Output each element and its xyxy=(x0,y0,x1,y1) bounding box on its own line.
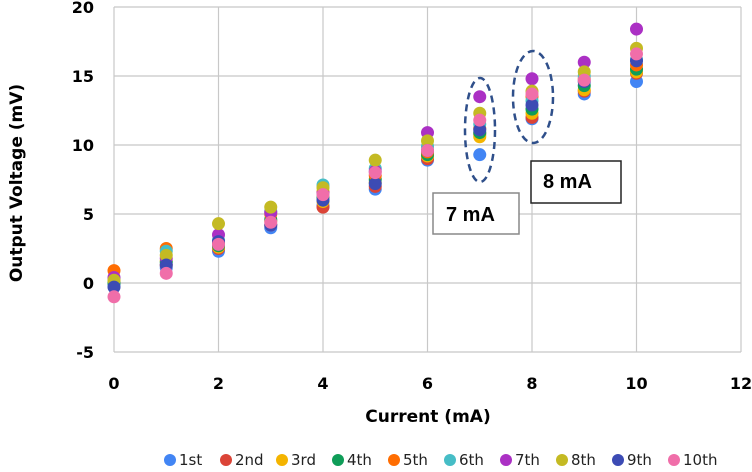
legend-marker xyxy=(276,454,288,466)
x-axis-title: Current (mA) xyxy=(365,407,490,427)
data-point xyxy=(368,177,382,191)
legend-marker xyxy=(500,454,512,466)
legend-item: 3rd xyxy=(276,451,316,469)
data-point xyxy=(473,123,487,137)
y-tick-label: 0 xyxy=(83,274,94,293)
data-point xyxy=(212,237,225,251)
legend-marker xyxy=(164,454,176,466)
data-point xyxy=(630,47,643,61)
legend-marker xyxy=(556,454,568,466)
y-axis-title: Output Voltage (mV) xyxy=(7,84,27,282)
legend-label: 10th xyxy=(683,451,717,469)
legend-item: 6th xyxy=(444,451,484,469)
data-point xyxy=(368,166,382,180)
data-point xyxy=(212,217,225,231)
annotation-box-8ma xyxy=(530,160,622,204)
legend-marker xyxy=(220,454,232,466)
legend-marker xyxy=(612,454,624,466)
legend-item: 10th xyxy=(668,451,717,469)
legend-marker xyxy=(668,454,680,466)
legend-item: 2nd xyxy=(220,451,264,469)
legend-item: 5th xyxy=(388,451,428,469)
annotation-box-7ma xyxy=(432,192,520,235)
data-point xyxy=(264,215,278,229)
series-10th xyxy=(107,47,643,304)
legend-marker xyxy=(444,454,456,466)
x-tick-label: 0 xyxy=(108,374,119,393)
data-point xyxy=(577,73,591,87)
data-point xyxy=(473,148,487,162)
legend-label: 8th xyxy=(571,451,596,469)
legend-label: 7th xyxy=(515,451,540,469)
legend-label: 5th xyxy=(403,451,428,469)
legend-item: 4th xyxy=(332,451,372,469)
legend-item: 9th xyxy=(612,451,652,469)
data-points xyxy=(107,22,643,304)
y-tick-label: 20 xyxy=(72,0,94,17)
legend-label: 2nd xyxy=(235,451,264,469)
legend-label: 4th xyxy=(347,451,372,469)
x-tick-label: 12 xyxy=(730,374,752,393)
legend-item: 7th xyxy=(500,451,540,469)
data-point xyxy=(525,98,539,112)
annotation-label-8ma: 8 mA xyxy=(543,171,592,193)
data-point xyxy=(159,266,173,280)
annotation-ellipse-7ma xyxy=(463,76,497,184)
legend-marker xyxy=(388,454,400,466)
data-point xyxy=(316,188,330,202)
series-7th xyxy=(107,22,643,284)
legend-item: 1st xyxy=(164,451,202,469)
legend: 1st 2nd 3rd 4th 5th 6th 7th 8th 9th 10th xyxy=(164,451,717,469)
legend-label: 9th xyxy=(627,451,652,469)
data-point xyxy=(525,87,539,101)
data-point xyxy=(368,153,382,167)
annotations: 7 mA 8 mA xyxy=(432,49,622,235)
legend-label: 1st xyxy=(179,451,202,469)
data-point xyxy=(107,290,121,304)
data-point xyxy=(107,280,121,294)
data-point xyxy=(421,134,434,148)
y-tick-label: 5 xyxy=(83,205,94,224)
data-point xyxy=(473,90,487,104)
data-point xyxy=(264,200,278,214)
y-axis-ticks: -5 0 5 10 15 20 xyxy=(72,0,94,362)
annotation-ellipse-8ma xyxy=(511,49,555,145)
data-point xyxy=(577,55,591,69)
x-tick-label: 8 xyxy=(526,374,537,393)
x-tick-label: 6 xyxy=(422,374,433,393)
annotation-label-7ma: 7 mA xyxy=(446,204,495,226)
x-tick-label: 4 xyxy=(317,374,328,393)
x-axis-ticks: 0 2 4 6 8 10 12 xyxy=(108,374,752,393)
legend-item: 8th xyxy=(556,451,596,469)
legend-label: 6th xyxy=(459,451,484,469)
data-point xyxy=(630,22,643,36)
data-point xyxy=(473,113,487,127)
legend-marker xyxy=(332,454,344,466)
y-tick-label: 10 xyxy=(72,136,94,155)
legend-label: 3rd xyxy=(291,451,316,469)
grid-lines xyxy=(113,6,742,353)
y-tick-label: -5 xyxy=(76,343,94,362)
data-point xyxy=(525,72,539,86)
data-point xyxy=(159,248,173,262)
x-tick-label: 10 xyxy=(625,374,647,393)
y-tick-label: 15 xyxy=(72,67,94,86)
x-tick-label: 2 xyxy=(213,374,224,393)
data-point xyxy=(421,144,434,158)
